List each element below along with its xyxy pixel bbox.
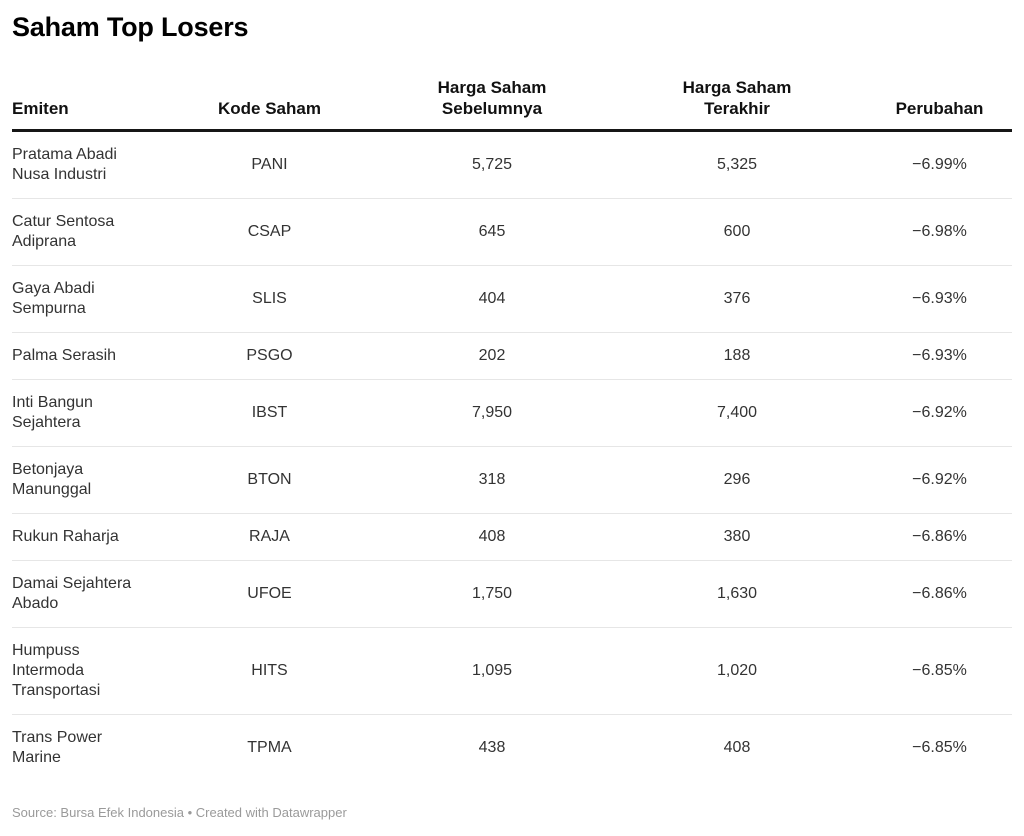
- table-row: Damai Sejahtera Abado UFOE 1,750 1,630 −6.86…: [12, 560, 1012, 628]
- cell-emiten: Trans Power Marine: [12, 714, 162, 781]
- cell-sebelumnya: 5,725: [471, 156, 513, 173]
- cell-perubahan: −6.92%: [867, 446, 1012, 514]
- cell-terakhir: 1,630: [607, 560, 867, 628]
- cell-emiten: Damai Sejahtera Abado: [12, 560, 162, 628]
- cell-terakhir: 7,400: [607, 379, 867, 447]
- cell-sebelumnya: 7,950: [377, 379, 607, 447]
- cell-terakhir: 600: [607, 198, 867, 266]
- cell-terakhir: 376: [607, 265, 867, 333]
- cell-sebelumnya: 438: [377, 714, 607, 781]
- cell-perubahan: −6.98%: [867, 198, 1012, 266]
- cell-sebelumnya: 645: [377, 198, 607, 266]
- cell-terakhir: 296: [607, 446, 867, 514]
- column-header-kode: Kode Saham: [162, 77, 377, 132]
- cell-emiten: Catur Sentosa Adiprana: [12, 198, 162, 266]
- cell-emiten: Rukun Raharja: [12, 513, 162, 561]
- cell-perubahan: −6.93%: [867, 332, 1012, 380]
- cell-terakhir: 380: [607, 513, 867, 561]
- cell-kode: IBST: [162, 379, 377, 447]
- table-header: Emiten Kode Saham Harga Saham Sebelumnya…: [12, 77, 1012, 132]
- cell-kode: CSAP: [162, 198, 377, 266]
- cell-kode: PSGO: [162, 332, 377, 380]
- cell-sebelumnya: 202: [377, 332, 607, 380]
- cell-terakhir: 5,325: [716, 156, 758, 173]
- table-row: Trans Power Marine TPMA 438 408 −6.85%: [12, 714, 1012, 781]
- cell-emiten: Inti Bangun Sejahtera: [12, 379, 162, 447]
- cell-kode: TPMA: [162, 714, 377, 781]
- column-header-emiten: Emiten: [12, 77, 162, 132]
- cell-terakhir: 1,020: [607, 627, 867, 715]
- cell-emiten: Palma Serasih: [12, 332, 162, 380]
- cell-perubahan: −6.86%: [867, 513, 1012, 561]
- column-header-sebelumnya: Harga Saham Sebelumnya: [377, 77, 607, 132]
- column-header-perubahan: Perubahan: [867, 77, 1012, 132]
- cell-emiten: Betonjaya Manunggal: [12, 446, 162, 514]
- column-header-terakhir: Harga Saham Terakhir: [607, 77, 867, 132]
- cell-terakhir: 408: [607, 714, 867, 781]
- cell-kode: BTON: [162, 446, 377, 514]
- source-attribution: Source: Bursa Efek Indonesia • Created w…: [12, 805, 347, 820]
- table-body: Pratama Abadi Nusa Industri PANI 5,725 5,32…: [12, 131, 1012, 781]
- cell-terakhir: 188: [607, 332, 867, 380]
- cell-perubahan: −6.92%: [867, 379, 1012, 447]
- cell-perubahan: −6.93%: [867, 265, 1012, 333]
- cell-perubahan: −6.99%: [912, 156, 967, 173]
- table-row: Inti Bangun Sejahtera IBST 7,950 7,400 −6.92…: [12, 379, 1012, 447]
- cell-kode: UFOE: [162, 560, 377, 628]
- cell-perubahan: −6.86%: [867, 560, 1012, 628]
- table-row: Catur Sentosa Adiprana CSAP 645 600 −6.98%: [12, 198, 1012, 266]
- header-row: Emiten Kode Saham Harga Saham Sebelumnya…: [12, 77, 1012, 132]
- cell-kode: PANI: [251, 156, 288, 173]
- cell-sebelumnya: 1,095: [377, 627, 607, 715]
- table-row: Rukun Raharja RAJA 408 380 −6.86%: [12, 513, 1012, 561]
- table-row: Humpuss Intermoda Transportasi HITS 1,095 1…: [12, 627, 1012, 715]
- cell-kode: SLIS: [162, 265, 377, 333]
- page-title: Saham Top Losers: [12, 12, 249, 42]
- cell-perubahan: −6.85%: [867, 627, 1012, 715]
- cell-emiten: Gaya Abadi Sempurna: [12, 265, 162, 333]
- cell-kode: RAJA: [162, 513, 377, 561]
- cell-emiten: Pratama Abadi Nusa Industri: [12, 146, 117, 183]
- top-losers-table: Emiten Kode Saham Harga Saham Sebelumnya…: [12, 77, 1012, 781]
- cell-perubahan: −6.85%: [867, 714, 1012, 781]
- cell-sebelumnya: 404: [377, 265, 607, 333]
- cell-sebelumnya: 1,750: [377, 560, 607, 628]
- cell-sebelumnya: 408: [377, 513, 607, 561]
- table-row: Gaya Abadi Sempurna SLIS 404 376 −6.93%: [12, 265, 1012, 333]
- table-row: Betonjaya Manunggal BTON 318 296 −6.92%: [12, 446, 1012, 514]
- cell-emiten: Humpuss Intermoda Transportasi: [12, 627, 162, 715]
- cell-sebelumnya: 318: [377, 446, 607, 514]
- cell-kode: HITS: [162, 627, 377, 715]
- table-row: Palma Serasih PSGO 202 188 −6.93%: [12, 332, 1012, 380]
- table-row: Pratama Abadi Nusa Industri PANI 5,725 5,32…: [12, 131, 1012, 199]
